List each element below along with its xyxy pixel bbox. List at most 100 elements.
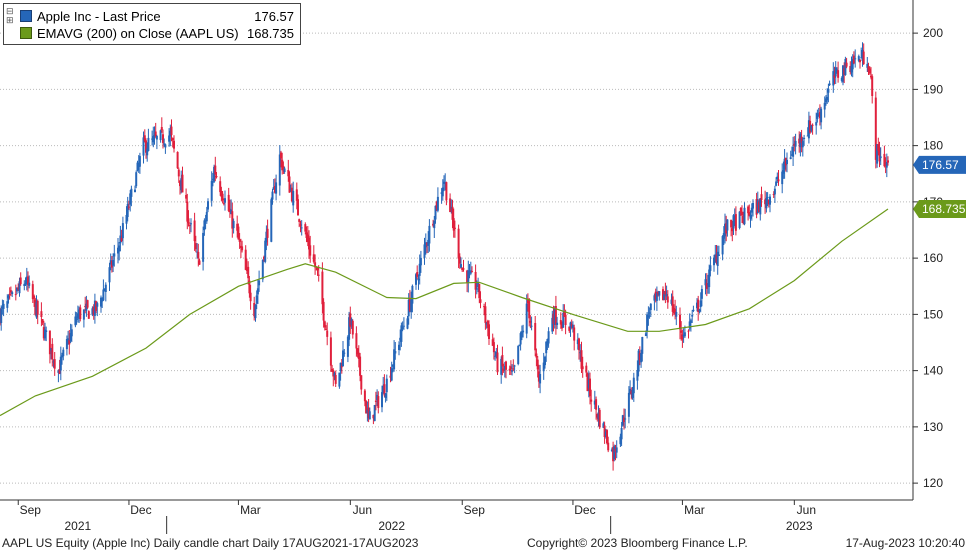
candle-body <box>776 176 779 180</box>
candle-body <box>151 138 154 140</box>
candle-body <box>859 59 861 63</box>
candle-body <box>569 322 572 328</box>
candle-body <box>84 306 87 307</box>
candle-body <box>25 276 28 284</box>
legend-price-label: Apple Inc - Last Price <box>37 9 161 24</box>
candle-body <box>784 157 787 166</box>
y-tick-label: 130 <box>923 420 943 434</box>
candle-body <box>576 339 579 345</box>
candle-body <box>110 261 113 268</box>
candle-body <box>266 228 269 238</box>
candle-body <box>145 140 147 153</box>
candle-body <box>627 392 630 417</box>
candle-body <box>160 127 163 131</box>
footer-description: AAPL US Equity (Apple Inc) Daily candle … <box>2 536 419 550</box>
candle-body <box>571 324 574 329</box>
candle-body <box>427 239 430 246</box>
candle-body <box>213 166 216 182</box>
candle-body <box>800 136 803 143</box>
candle-body <box>709 265 712 271</box>
y-tick-label: 160 <box>923 251 943 265</box>
candle-body <box>407 299 410 317</box>
candle-body <box>658 291 661 296</box>
candle-body <box>176 152 179 169</box>
candle-body <box>35 301 38 318</box>
x-month-label: Dec <box>130 503 151 517</box>
candle-body <box>587 380 590 388</box>
candle-body <box>187 218 190 224</box>
candle-body <box>118 245 121 252</box>
candle-body <box>535 353 538 358</box>
candle-body <box>357 352 360 359</box>
candle-body <box>547 331 550 344</box>
candle-body <box>180 178 183 191</box>
candle-body <box>292 190 295 206</box>
candle-body <box>452 218 455 231</box>
candle-body <box>614 448 617 452</box>
candle-body <box>410 299 413 313</box>
y-tick-label: 190 <box>923 82 943 96</box>
candle-body <box>227 194 230 211</box>
candle-body <box>331 369 334 372</box>
candle-body <box>27 276 29 285</box>
candle-body <box>48 330 51 355</box>
candle-body <box>104 284 107 292</box>
candle-body <box>513 365 516 367</box>
candle-body <box>332 370 335 377</box>
candle-body <box>443 181 445 184</box>
candle-body <box>655 293 658 301</box>
candle-body <box>230 209 233 214</box>
candle-body <box>561 323 563 329</box>
candle-body <box>434 205 437 220</box>
candle-body <box>553 308 556 325</box>
candle-body <box>590 399 593 402</box>
candle-body <box>699 300 702 308</box>
candle-body <box>488 324 490 339</box>
candle-body <box>602 423 605 428</box>
candle-body <box>845 62 848 67</box>
candle-body <box>340 366 343 368</box>
candle-body <box>491 339 494 346</box>
candle-body <box>842 65 844 82</box>
candle-body <box>86 300 89 308</box>
candle-body <box>772 194 775 195</box>
legend-ema-value: 168.735 <box>247 26 294 41</box>
candle-body <box>96 303 99 307</box>
candle-body <box>825 98 827 103</box>
candle-body <box>359 356 362 376</box>
candle-body <box>298 219 301 222</box>
candle-body <box>120 237 123 241</box>
candle-body <box>113 253 116 257</box>
candle-body <box>295 189 298 201</box>
candle-body <box>794 140 797 147</box>
candle-body <box>322 301 325 321</box>
candle-body <box>857 56 860 61</box>
candle-body <box>411 285 414 304</box>
candle-body <box>573 327 576 341</box>
candle-body <box>326 330 329 337</box>
candle-body <box>641 337 644 354</box>
candle-body <box>662 289 664 301</box>
candle-body <box>854 58 857 60</box>
candle-body <box>170 126 173 136</box>
candle-body <box>196 251 199 253</box>
candle-body <box>93 300 96 316</box>
candle-body <box>289 188 292 190</box>
candle-body <box>525 303 528 334</box>
candle-body <box>551 317 554 332</box>
candle-body <box>399 337 402 341</box>
candle-body <box>861 50 864 61</box>
candle-body <box>179 180 181 187</box>
candle-body <box>0 308 3 323</box>
legend-collapse-icon[interactable]: ⊟ ⊞ <box>6 6 14 25</box>
candle-body <box>365 400 368 414</box>
candle-body <box>224 198 226 203</box>
candle-body <box>329 337 332 366</box>
candle-body <box>445 182 448 201</box>
candle-body <box>339 362 342 372</box>
candle-body <box>817 115 820 117</box>
candle-body <box>637 350 640 372</box>
candle-body <box>42 327 45 339</box>
candle-body <box>623 417 625 422</box>
candle-body <box>674 308 677 315</box>
